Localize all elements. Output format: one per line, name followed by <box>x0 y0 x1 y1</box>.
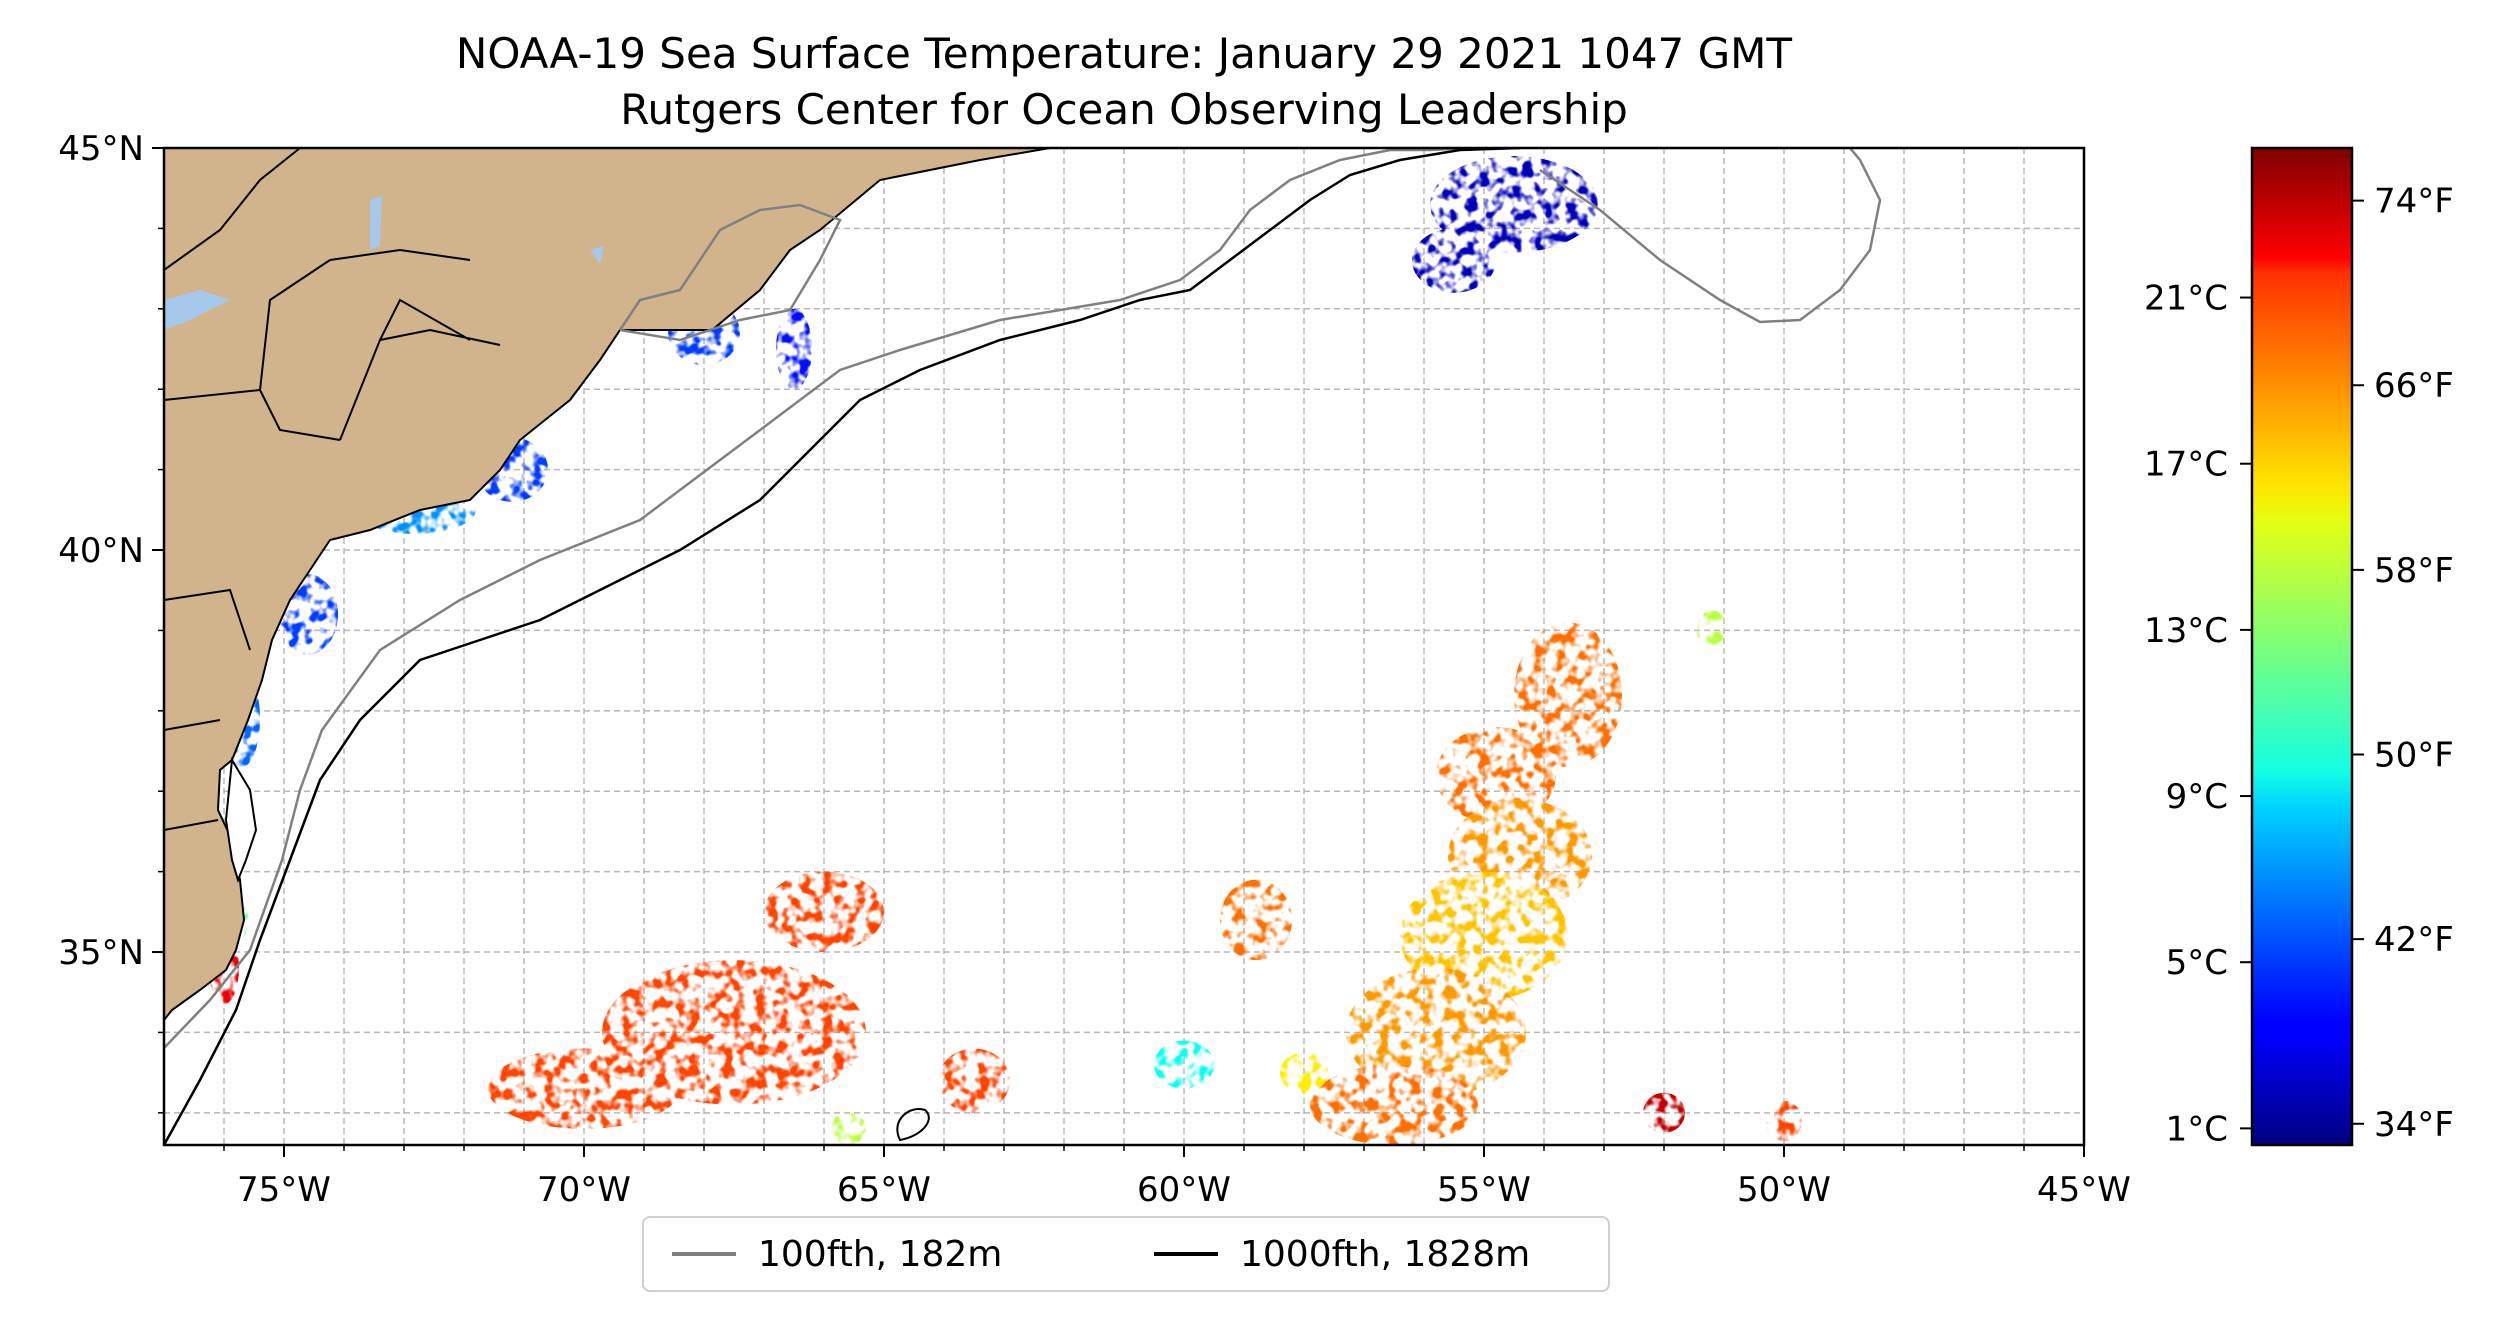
seamount-contour <box>896 1108 930 1142</box>
lon-tick-label: 70°W <box>537 1170 631 1210</box>
north-america-land <box>164 148 1051 1022</box>
lat-tick-label: 35°N <box>58 933 144 973</box>
map-axes: 75°W 70°W 65°W 60°W 55°W 50°W 45°W 45°N 40°N 35°N <box>58 129 2131 1210</box>
sst-patch <box>1346 968 1526 1097</box>
colorbar <box>2250 146 2354 1147</box>
celsius-tick-label: 5°C <box>2166 943 2228 983</box>
lake-water <box>590 246 604 264</box>
lon-tick-label: 50°W <box>1737 1170 1831 1210</box>
sst-patch <box>1400 871 1568 1001</box>
lon-tick-label: 65°W <box>837 1170 931 1210</box>
sst-patch <box>1412 228 1496 293</box>
isobath-1000fth <box>164 148 1521 1145</box>
lake-water <box>164 290 230 330</box>
lon-tick-label: 60°W <box>1137 1170 1231 1210</box>
fahrenheit-tick-label: 34°F <box>2374 1105 2454 1145</box>
celsius-tick-label: 9°C <box>2166 777 2228 817</box>
sst-patch <box>1220 879 1292 961</box>
sst-patch <box>1697 610 1727 651</box>
map-legend: 100fth, 182m 1000fth, 1828m <box>642 1216 1610 1292</box>
sst-patch <box>1514 622 1622 768</box>
chart-subtitle: Rutgers Center for Ocean Observing Leade… <box>620 85 1628 134</box>
sst-patch <box>1643 1092 1685 1133</box>
lat-tick-label: 40°N <box>58 531 144 571</box>
fahrenheit-tick-label: 58°F <box>2374 551 2454 591</box>
celsius-tick-label: 21°C <box>2144 279 2228 319</box>
land-layer <box>164 148 1051 1022</box>
fahrenheit-tick-label: 66°F <box>2374 366 2454 406</box>
sst-patch <box>776 308 812 390</box>
chart-title: NOAA-19 Sea Surface Temperature: January… <box>455 29 1793 78</box>
map-gridlines <box>164 148 2084 1145</box>
lon-tick-label: 75°W <box>237 1170 331 1210</box>
lat-tick-label: 45°N <box>58 129 144 169</box>
isobaths <box>164 148 1882 1145</box>
lon-tick-label: 45°W <box>2037 1170 2131 1210</box>
fahrenheit-tick-label: 74°F <box>2374 182 2454 222</box>
lon-tick-label: 55°W <box>1437 1170 1531 1210</box>
sst-patch <box>1436 726 1556 824</box>
legend-label: 1000fth, 1828m <box>1240 1233 1531 1275</box>
fahrenheit-tick-label: 50°F <box>2374 736 2454 776</box>
chesapeake-water <box>224 756 258 884</box>
legend-swatch-1000fth <box>1154 1252 1218 1256</box>
fahrenheit-tick-label: 42°F <box>2374 920 2454 960</box>
celsius-tick-label: 13°C <box>2144 611 2228 651</box>
isobath-100fth <box>164 148 1882 1049</box>
legend-label: 100fth, 182m <box>758 1233 1003 1275</box>
legend-item-100fth: 100fth, 182m <box>672 1218 1002 1290</box>
sst-patch <box>602 960 866 1105</box>
sst-patch <box>830 1112 866 1145</box>
sst-patch <box>764 871 884 953</box>
sst-patch <box>1280 1052 1328 1093</box>
legend-item-1000fth: 1000fth, 1828m <box>1154 1218 1530 1290</box>
state-borders <box>164 148 501 831</box>
colorbar-ticks: 1°C 5°C 9°C 13°C 17°C 21°C 34°F 42°F 50°F 58°F 66°… <box>2144 182 2454 1150</box>
celsius-tick-label: 17°C <box>2144 445 2228 485</box>
sst-patch <box>1310 1064 1478 1145</box>
sst-patch <box>1766 1100 1802 1141</box>
celsius-tick-label: 1°C <box>2166 1109 2228 1149</box>
sst-patch <box>488 1048 680 1129</box>
sst-patch <box>1154 1040 1214 1089</box>
lake-water <box>370 196 382 250</box>
legend-swatch-100fth <box>672 1252 736 1256</box>
sst-patch <box>938 1048 1010 1113</box>
